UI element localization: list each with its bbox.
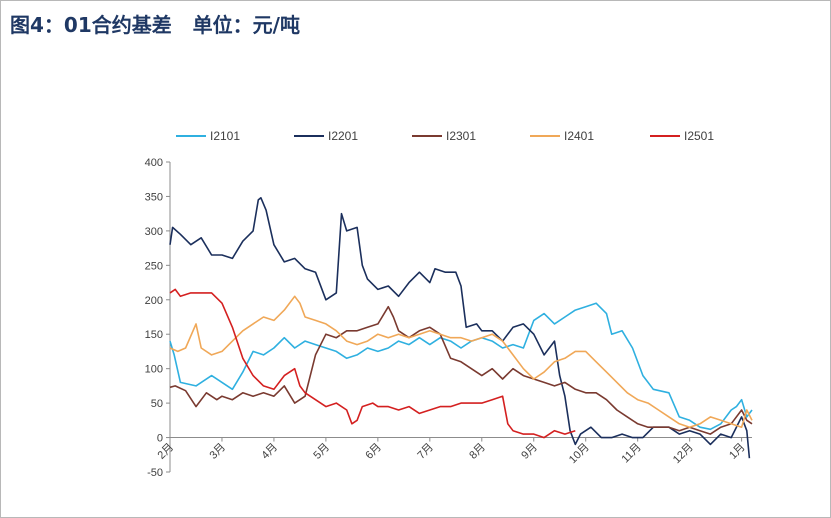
legend-label: I2301 [446, 129, 476, 143]
x-tick-label: 8月 [467, 441, 488, 462]
series-line-i2201 [169, 197, 751, 459]
legend-label: I2201 [328, 129, 358, 143]
y-tick-label: -50 [147, 467, 163, 479]
plot-area [169, 197, 753, 459]
legend: I2101 I2201 I2301 I2401 I2501 [176, 129, 714, 143]
series-line-i2101 [169, 302, 753, 431]
y-tick-label: 400 [145, 157, 163, 169]
x-tick-label: 9月 [519, 441, 540, 462]
chart-title: 图4：01合约基差 单位：元/吨 [10, 13, 300, 37]
x-tick-label: 4月 [259, 441, 280, 462]
y-tick-label: 100 [145, 364, 163, 376]
legend-label: I2101 [210, 129, 240, 143]
x-tick-label: 1月 [727, 441, 748, 462]
x-tick-label: 10月 [567, 441, 592, 466]
x-tick-label: 5月 [311, 441, 332, 462]
y-tick-label: 150 [145, 329, 163, 341]
y-tick-label: 300 [145, 226, 163, 238]
x-tick-label: 12月 [671, 441, 696, 466]
y-tick-label: 50 [151, 398, 163, 410]
x-tick-label: 6月 [363, 441, 384, 462]
y-tick-label: 200 [145, 295, 163, 307]
y-axis: -50 0 50 100 150 200 250 300 350 400 [145, 157, 171, 479]
y-tick-label: 350 [145, 191, 163, 203]
legend-label: I2501 [684, 129, 714, 143]
y-tick-label: 250 [145, 260, 163, 272]
x-tick-label: 7月 [415, 441, 436, 462]
series-line-i2401 [169, 295, 753, 428]
series-line-i2301 [169, 305, 753, 435]
y-tick-label: 0 [157, 433, 163, 445]
x-tick-label: 3月 [207, 441, 228, 462]
x-axis: 2月 3月 4月 5月 6月 7月 8月 9月 10月 11月 12月 1月 [156, 437, 752, 466]
x-tick-label: 11月 [619, 441, 643, 465]
legend-label: I2401 [564, 129, 594, 143]
series-line-i2501 [169, 288, 576, 439]
